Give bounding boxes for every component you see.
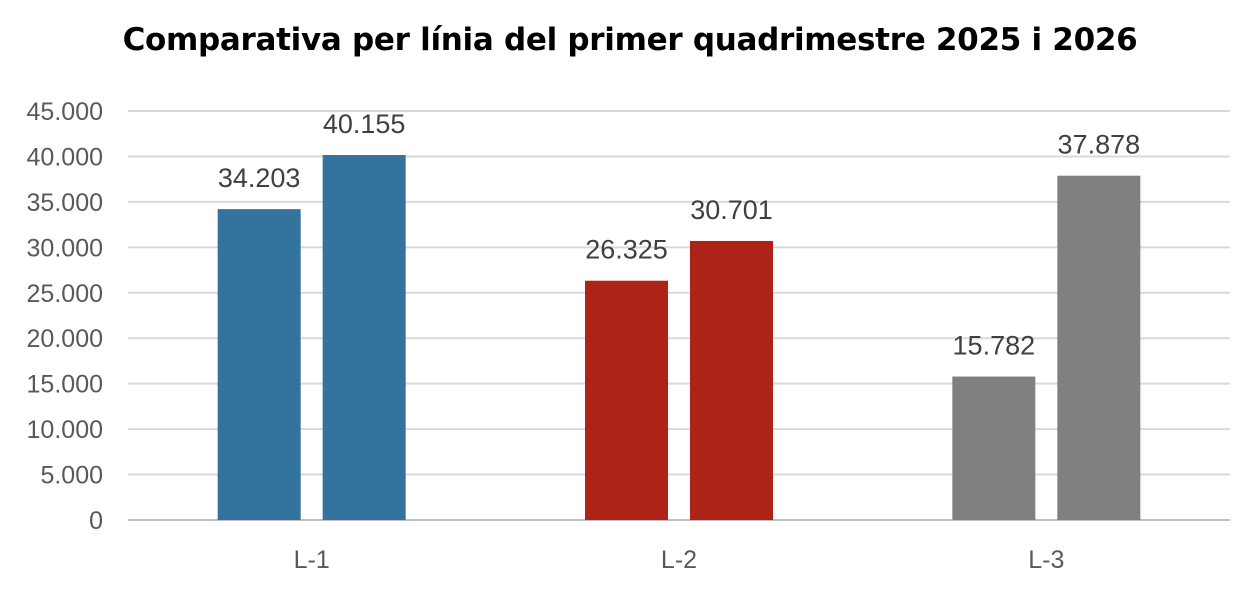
x-category-label: L-1 — [294, 546, 330, 574]
x-category-label: L-3 — [1028, 546, 1064, 574]
chart-title: Comparativa per línia del primer quadrim… — [122, 22, 1138, 58]
y-axis-tick-labels: 0 5.000 10.000 15.000 20.000 25.000 30.000 35.0… — [27, 98, 103, 535]
y-tick-label: 20.000 — [27, 325, 103, 353]
data-label: 26.325 — [585, 235, 668, 265]
bar-l-3-series-2 — [1057, 175, 1141, 520]
bar-l-1-series-1 — [217, 209, 301, 520]
bar-l-2-series-1 — [585, 280, 668, 520]
y-tick-label: 35.000 — [27, 189, 103, 217]
x-axis-category-labels: L-1 L-2 L-3 — [294, 546, 1065, 574]
bar-l-1-series-2 — [322, 155, 406, 521]
y-tick-label: 25.000 — [27, 280, 103, 308]
data-label: 30.701 — [690, 195, 773, 225]
y-tick-label: 15.000 — [27, 371, 103, 399]
y-tick-label: 10.000 — [27, 416, 103, 444]
y-tick-label: 40.000 — [27, 143, 103, 171]
y-tick-label: 0 — [89, 507, 103, 535]
gridlines — [128, 110, 1230, 521]
bar-l-2-series-2 — [690, 240, 773, 520]
data-label: 15.782 — [953, 331, 1036, 361]
data-label: 40.155 — [323, 109, 406, 139]
bar-l-3-series-1 — [952, 376, 1036, 520]
x-category-label: L-2 — [661, 546, 697, 574]
y-tick-label: 5.000 — [40, 462, 103, 490]
bars — [217, 155, 1141, 521]
data-labels: 34.203 40.155 26.325 30.701 15.782 37.878 — [218, 109, 1140, 361]
y-tick-label: 30.000 — [27, 234, 103, 262]
data-label: 37.878 — [1058, 130, 1141, 160]
data-label: 34.203 — [218, 163, 301, 193]
y-tick-label: 45.000 — [27, 98, 103, 126]
